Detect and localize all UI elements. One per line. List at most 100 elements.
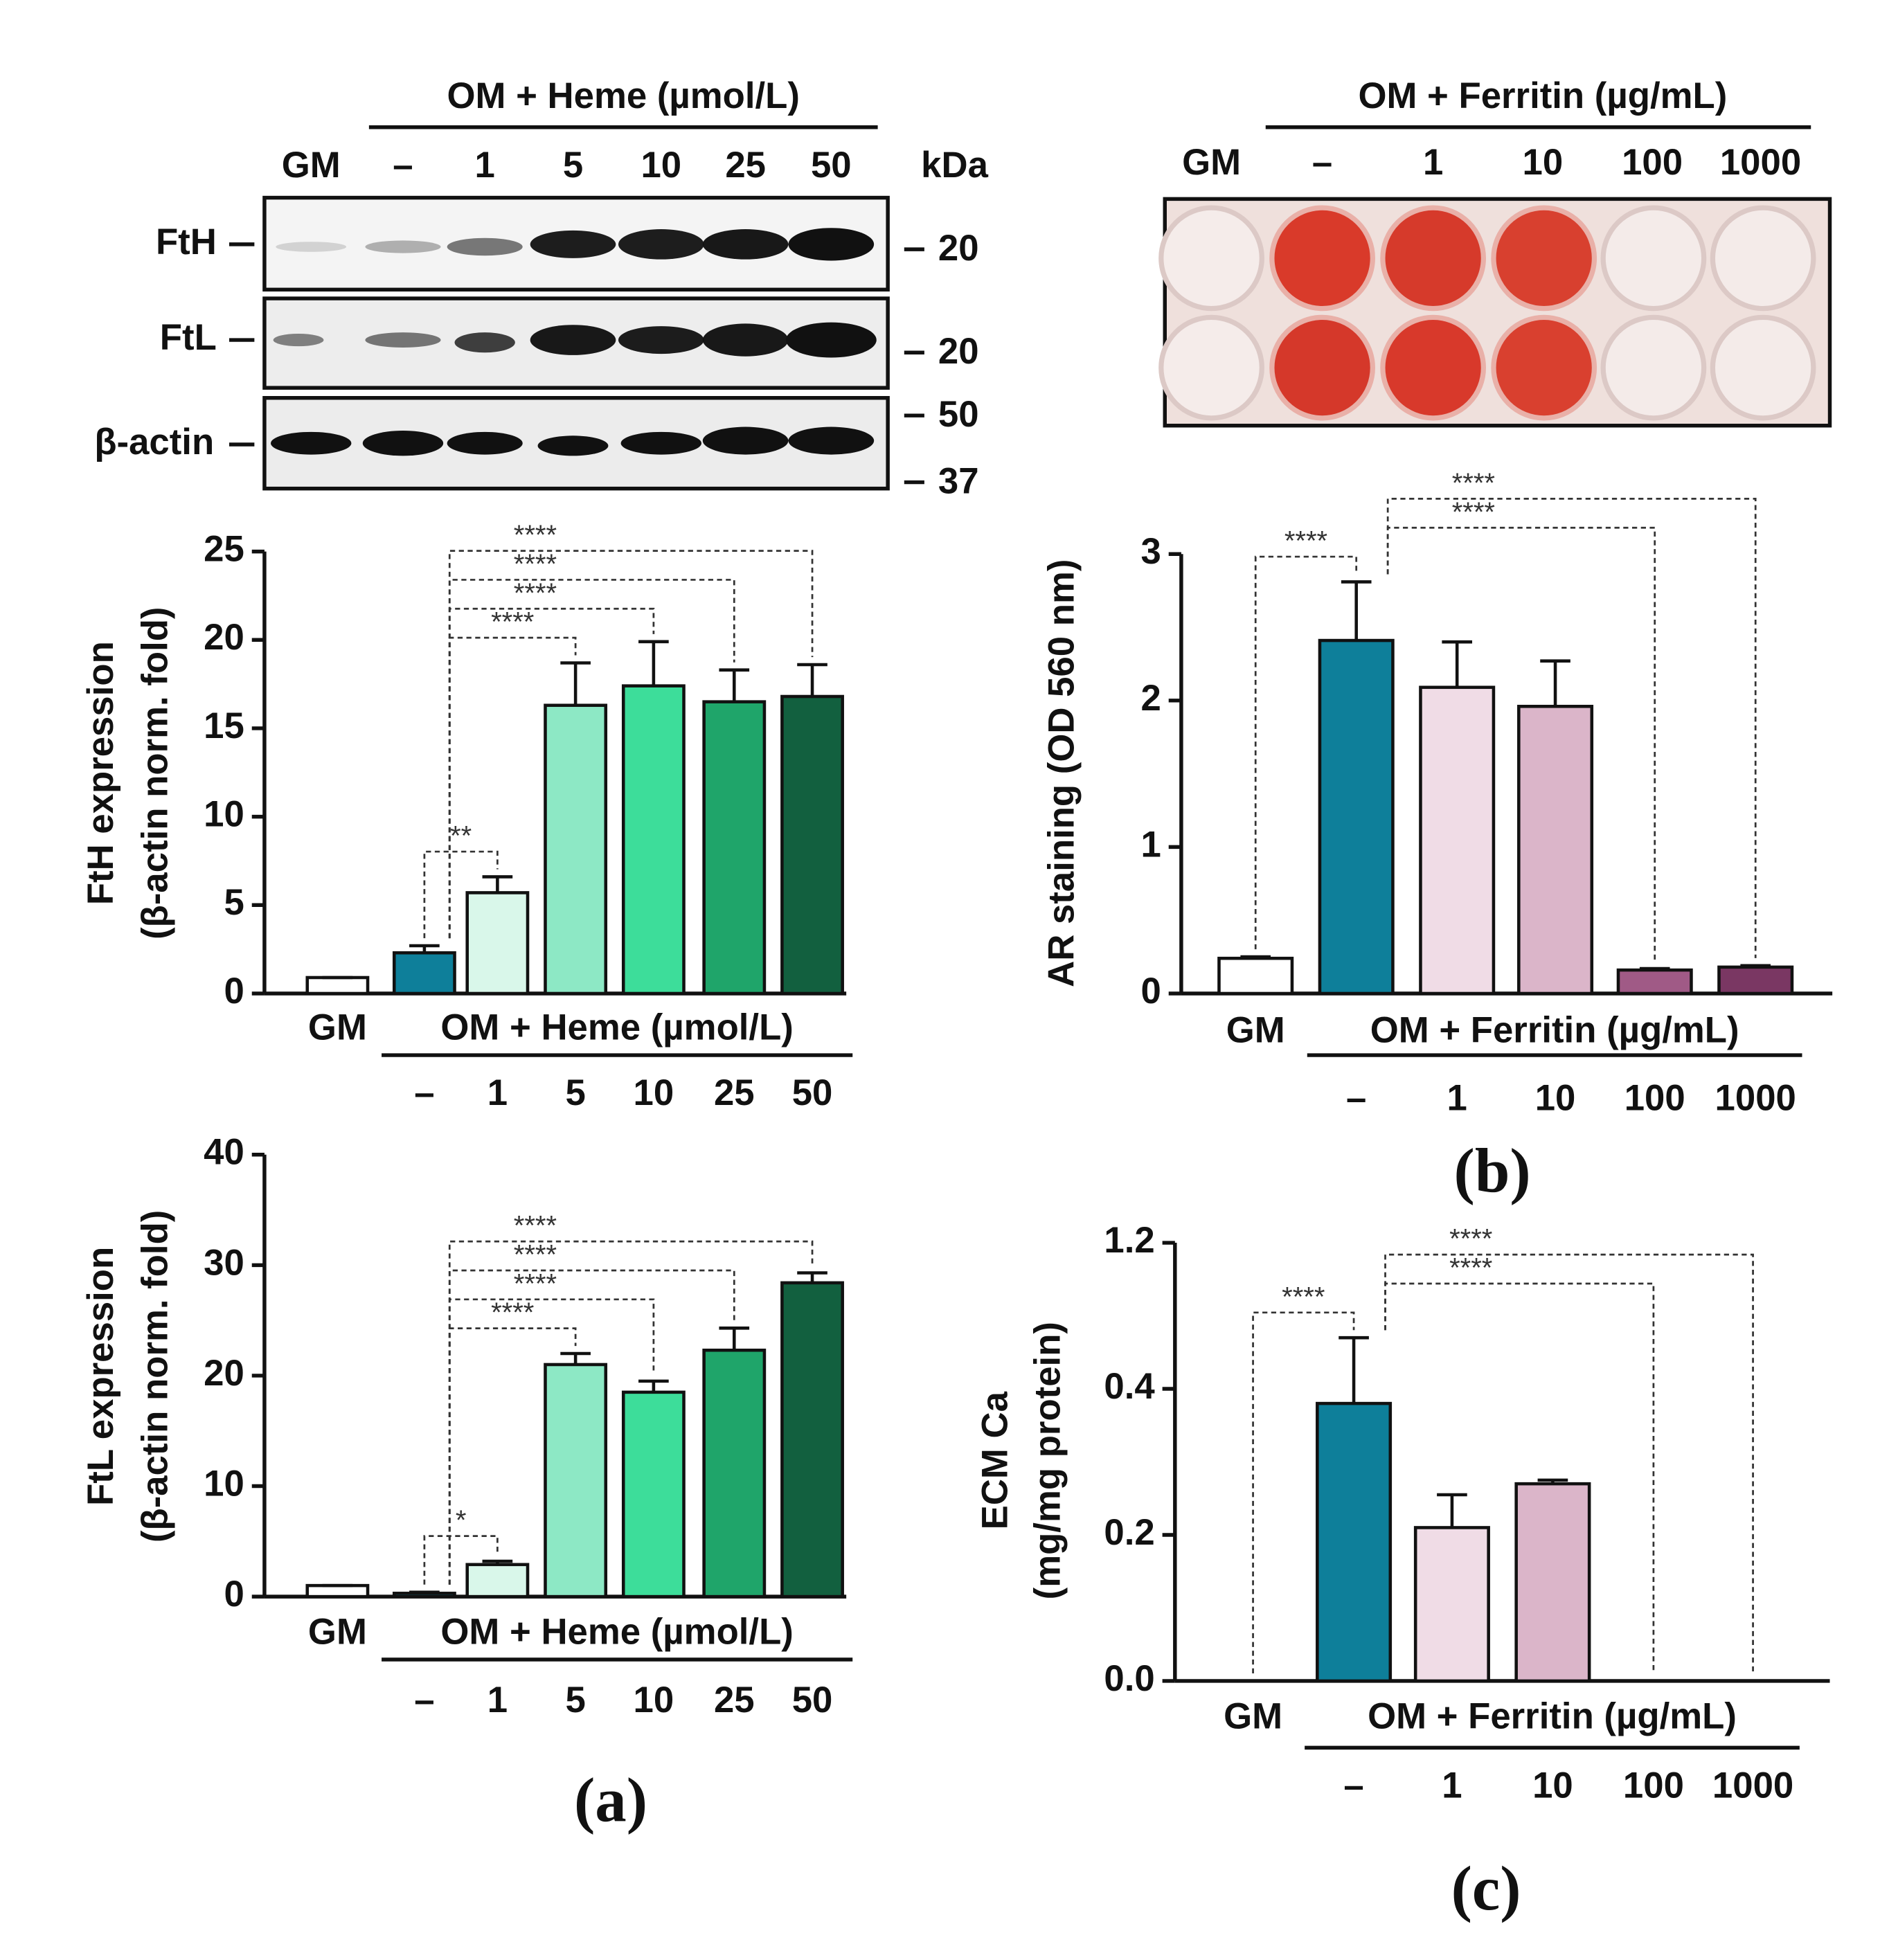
bar [1316,1401,1393,1683]
significance-label: **** [514,520,557,550]
bar [544,703,608,996]
significance-label: **** [1452,497,1495,528]
error-bar [638,640,669,686]
x-tick-label: GM [308,1612,367,1653]
y-tick-label: 10 [204,794,244,835]
bar [1318,638,1395,996]
x-tick-label: 1 [487,1072,508,1113]
x-tick-label: 5 [565,1072,585,1113]
y-tick-label: 10 [204,1463,244,1504]
x-tick-label: 50 [792,1072,833,1113]
significance-bracket [423,850,499,939]
bar [1517,705,1594,996]
blot-lane-label: 10 [641,145,681,186]
significance-label: ** [450,821,472,852]
significance-bracket [448,1240,814,1585]
group-label: OM + Ferritin (µg/mL) [1368,1696,1737,1736]
x-tick-label: – [414,1680,434,1720]
group-label: OM + Heme (µmol/L) [440,1612,793,1653]
x-tick-label: 100 [1624,1077,1685,1118]
plate-lane-label: GM [1182,142,1241,183]
error-bar [482,1559,513,1565]
blot-group-label: OM + Heme (µmol/L) [447,75,800,116]
error-bar [1740,964,1771,968]
bar [1717,965,1794,996]
y-tick-label: 2 [1140,678,1161,719]
y-tick-label: 3 [1140,531,1161,572]
x-tick-label: 100 [1623,1765,1684,1806]
bar [1514,1482,1591,1683]
bar [465,891,530,996]
x-tick-label: GM [308,1007,367,1048]
bar [465,1563,530,1599]
bar [621,684,686,996]
y-axis-label: FtH expression [80,641,121,905]
y-tick-label: 1 [1140,824,1161,865]
y-tick-label: 1.2 [1104,1220,1154,1261]
significance-label: **** [1449,1253,1492,1284]
error-bar [1240,955,1271,959]
blot-bands [271,228,877,456]
error-bar [1540,659,1570,707]
y-axis-label: ECM Ca [974,1391,1015,1529]
y-axis-label: (β-actin norm. fold) [134,606,175,939]
error-bar [719,668,750,702]
blot-lane-label: 50 [811,145,852,186]
significance-bracket [1386,526,1656,962]
y-axis-label: AR staining (OD 560 nm) [1041,559,1082,987]
blot-row-label: FtH [156,222,217,262]
significance-label: **** [514,578,557,609]
bar [780,1281,844,1599]
bar [305,1583,370,1599]
panel-label: (b) [1454,1135,1531,1205]
x-tick-label: 10 [634,1680,674,1720]
bar [621,1390,686,1599]
significance-label: **** [1282,1282,1325,1312]
significance-label: **** [491,1297,534,1328]
significance-label: **** [1452,468,1495,498]
x-tick-label: 10 [634,1072,674,1113]
x-tick-label: 50 [792,1680,833,1720]
error-bar [1442,640,1473,687]
significance-label: **** [491,607,534,638]
y-tick-label: 0.2 [1104,1512,1154,1553]
significance-bracket [1384,1282,1655,1674]
x-tick-label: 1 [1442,1765,1462,1806]
blot-lane-label: GM [282,145,341,186]
blot-marker: 20 [938,331,979,372]
y-tick-label: 25 [204,529,244,570]
significance-label: * [456,1505,467,1536]
significance-bracket [448,550,814,939]
group-label: OM + Ferritin (µg/mL) [1370,1009,1739,1050]
error-bar [409,1590,440,1594]
plate-group-label: OM + Ferritin (µg/mL) [1358,75,1727,116]
y-tick-label: 0 [224,1574,244,1615]
x-tick-label: 10 [1535,1077,1576,1118]
bar [392,951,456,996]
y-axis-label: (mg/mg protein) [1028,1322,1068,1599]
x-tick-label: – [1343,1765,1363,1806]
blot-dashes [229,242,924,485]
y-tick-label: 0.0 [1104,1658,1154,1699]
plate-lane-label: 100 [1622,142,1683,183]
significance-label: **** [1449,1224,1492,1255]
bar [305,975,370,996]
bar [1217,956,1294,996]
blot-marker: 50 [938,394,979,435]
plate-lane-label: 1000 [1720,142,1801,183]
y-tick-label: 20 [204,1353,244,1394]
error-bar [1437,1493,1467,1528]
x-tick-label: 1 [1447,1077,1467,1118]
x-tick-label: 1 [487,1680,508,1720]
plate-lane-label: – [1312,142,1332,183]
significance-label: **** [1284,526,1327,557]
y-tick-label: 0 [224,971,244,1012]
error-bar [409,944,440,953]
error-bar [797,663,827,696]
error-bar [1339,1336,1369,1404]
y-tick-label: 20 [204,617,244,658]
x-tick-label: GM [1224,1696,1282,1736]
y-tick-label: 15 [204,705,244,746]
x-tick-label: 1000 [1712,1765,1793,1806]
